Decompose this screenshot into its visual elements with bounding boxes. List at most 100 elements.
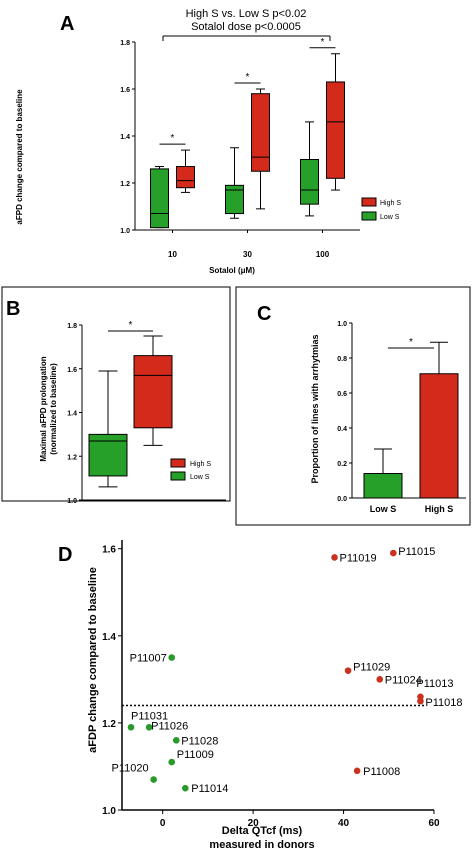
panel-c-bar-0 [363,473,403,499]
panel-c-letter: C [257,303,271,325]
panel-a-xlabel: Sotalol (μM) [209,266,255,275]
panel-d-point-p11019 [331,554,338,561]
panel-b: B Maximal aFPD prolongation (normalized … [1,286,231,505]
panel-a-ytick-label: 1.0 [120,228,130,235]
panel-b-legend-label-1: Low S [190,474,210,481]
panel-a-sig-30-star: * [246,72,250,83]
panel-d-point-p11029 [344,667,352,674]
panel-c-ytick-label: 0.0 [337,496,347,503]
panel-b-ytick-label: 1.4 [67,411,77,418]
panel-d-point-label-p11014: P11014 [191,783,228,795]
panel-d-point-label-p11013: P11013 [416,678,453,690]
panel-d-point-p11026 [145,723,153,731]
panel-d-ytick-label: 1.0 [102,806,116,817]
panel-b-frame [1,286,231,502]
panel-a-box-highs-10-box [176,166,195,189]
panel-a-box-lows-100-box [300,159,319,205]
panel-a-legend-swatch-1 [361,211,377,221]
panel-b-marks: 1.0 1.2 1.4 1.6 1.8 * High S Low S [67,320,226,505]
panel-a-annotation-2: Sotalol dose p<0.0005 [191,21,301,33]
panel-a-ytick-label: 1.4 [120,134,130,141]
panel-d-point-p11014 [182,784,189,792]
panel-d-xtick-label: 60 [428,818,440,829]
panel-a-ytick-label: 1.8 [120,40,130,47]
panel-d-point-p11009 [168,758,176,766]
panel-b-sig-star: * [129,320,133,331]
panel-d-point-label-p11031: P11031 [131,710,168,722]
panel-d-ytick-label: 1.2 [102,719,116,730]
panel-d-point-label-p11007: P11007 [130,653,167,665]
panel-c-ytick-label: 0.8 [337,356,347,363]
panel-c-marks: 0.0 0.2 0.4 0.6 0.8 1.0 Low S High S * [337,321,466,514]
panel-c-xtick-label-0: Low S [370,504,397,514]
panel-c-frame [235,286,471,526]
panel-a-box-lows-30-box [225,184,244,215]
panel-b-ytick-label: 1.2 [67,454,77,461]
panel-a-annotation-1: High S vs. Low S p<0.02 [186,8,307,20]
panel-a: A High S vs. Low S p<0.02 Sotalol dose p… [15,8,401,275]
panel-d-point-label-p11019: P11019 [340,552,377,564]
panel-d-point-label-p11018: P11018 [425,697,462,709]
panel-d-ylabel: aFDP change compared to baseline [87,567,99,753]
panel-d-point-p11008 [353,767,361,775]
panel-b-legend-label-0: High S [190,461,211,468]
panel-d-point-label-p11015: P11015 [398,546,435,558]
panel-a-box-highs-30-box [251,93,270,172]
panel-b-box-highs-box [133,355,173,429]
panel-d-point-label-p11020: P11020 [112,763,149,775]
panel-a-ytick-label: 1.2 [120,181,130,188]
panel-c-xtick-label-1: High S [425,504,454,514]
panel-d-ytick-label: 1.6 [102,545,116,556]
panel-d-xlabel-line2: measured in donors [209,839,314,851]
panel-a-box-highs-100-box [326,81,345,179]
panel-a-marks: 1.0 1.2 1.4 1.6 1.8 10 * 30 * 100 * High S Low S [120,37,401,259]
panel-a-xtick-label: 30 [243,250,252,259]
panel-a-ytick-label: 1.6 [120,87,130,94]
panel-d-point-p11007 [168,654,176,661]
panel-d-xtick-label: 20 [248,818,260,829]
panel-c-ytick-label: 0.4 [337,426,347,433]
panel-d-point-p11031 [127,723,135,731]
panel-b-ylabel-line2: (normalized to baseline) [49,363,58,455]
panel-d-xtick-label: 40 [338,818,350,829]
panel-d-letter: D [58,544,72,566]
panel-d-point-p11015 [390,549,397,557]
panel-c-ytick-label: 1.0 [337,321,347,328]
panel-c-ylabel: Proportion of lines with arrhytmias [310,334,320,483]
panel-d-point-label-p11028: P11028 [181,735,218,747]
panel-c: C Proportion of lines with arrhytmias 0.… [235,286,471,526]
panel-b-ytick-label: 1.6 [67,367,77,374]
panel-c-ytick-label: 0.6 [337,391,347,398]
panel-c-sig-star: * [409,337,413,348]
panel-d-point-label-p11024: P11024 [385,674,422,686]
panel-b-letter: B [6,298,20,320]
panel-a-letter: A [60,13,74,35]
panel-d-xtick-label: 0 [160,818,166,829]
panel-b-ylabel-line1: Maximal aFPD prolongation [39,356,48,461]
panel-d-point-p11024 [376,676,384,683]
panel-b-legend-swatch-0 [170,458,186,468]
panel-a-sig-100-star: * [321,37,325,48]
panel-d-point-label-p11008: P11008 [363,766,400,778]
panel-a-xtick-label: 10 [168,250,177,259]
panel-d-ytick-label: 1.4 [102,632,116,643]
panel-a-box-lows-10-box [150,168,169,229]
panel-c-bar-1 [419,373,459,499]
panel-d-point-label-p11009: P11009 [177,749,214,761]
panel-b-ytick-label: 1.0 [67,498,77,505]
panel-c-ytick-label: 0.2 [337,461,347,468]
panel-a-legend-label-1: Low S [380,214,400,221]
panel-d-marks: 1.01.21.41.60 20 40 60P11019P11015P11029P11… [102,540,463,829]
panel-b-legend-swatch-1 [170,471,186,481]
panel-a-xtick-label: 100 [316,250,330,259]
panel-a-ylabel: aFPD change compared to baseline [15,89,24,225]
panel-d-xlabel-line1: Delta QTcf (ms) [222,825,303,837]
panel-a-legend-label-0: High S [380,200,401,207]
panel-d-point-label-p11029: P11029 [353,662,390,674]
panel-d-point-label-p11026: P11026 [151,720,188,732]
panel-a-sig-10-star: * [171,133,175,144]
panel-d-point-p11020 [150,776,157,783]
panel-d-point-p11018 [417,697,424,705]
panel-b-ytick-label: 1.8 [67,323,77,330]
